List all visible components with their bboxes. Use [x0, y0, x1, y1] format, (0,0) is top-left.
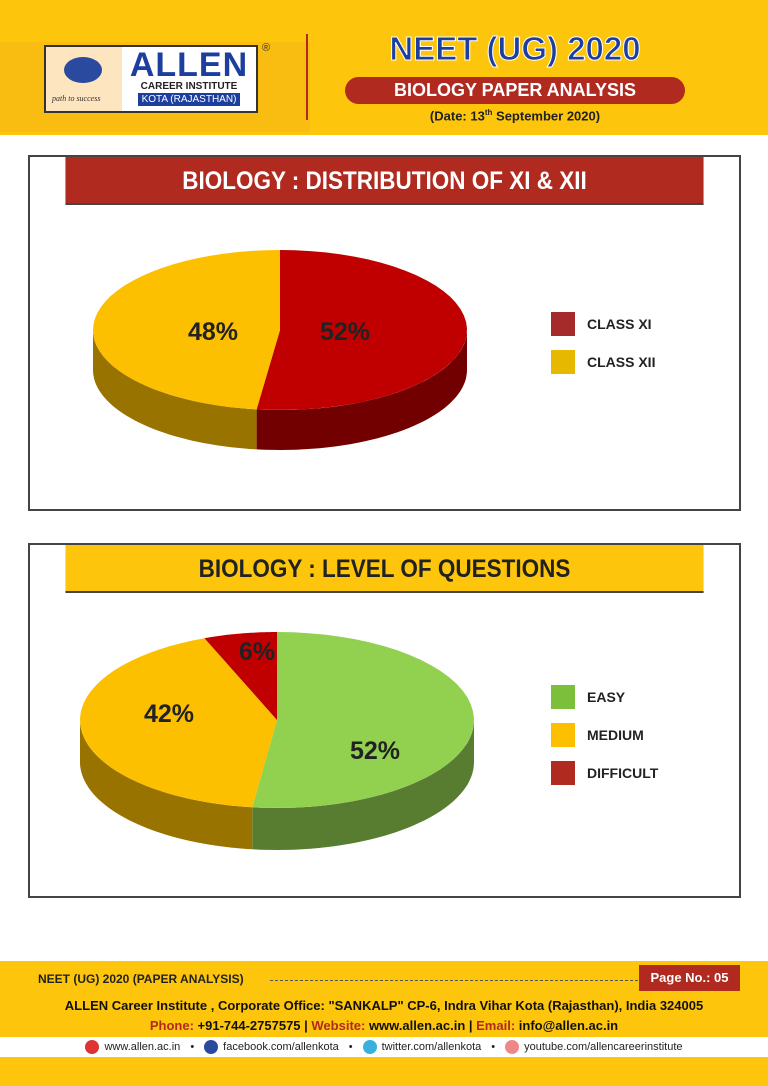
pie-slice-easy [252, 632, 474, 808]
pie-slice-difficult [204, 632, 277, 720]
social-facebook[interactable]: facebook.com/allenkota [204, 1040, 339, 1054]
pie-slice-class-xii [93, 250, 280, 410]
youtube-icon [505, 1040, 520, 1054]
graduation-cap-icon [64, 57, 102, 83]
registered-mark: ® [262, 42, 271, 54]
panel-distribution: BIOLOGY : DISTRIBUTION OF XI & XII [28, 155, 741, 511]
data-label-medium: 42% [144, 700, 195, 728]
legend-level: EASY MEDIUM DIFFICULT [551, 685, 658, 785]
legend-item-difficult: DIFFICULT [551, 761, 658, 785]
page-title: NEET (UG) 2020 [389, 30, 641, 68]
legend-item-class-xii: CLASS XII [551, 350, 655, 374]
footer-address: ALLEN Career Institute , Corporate Offic… [64, 998, 704, 1013]
data-label-difficult: 6% [239, 638, 276, 666]
social-twitter[interactable]: twitter.com/allenkota [362, 1040, 481, 1054]
globe-icon [85, 1040, 100, 1054]
page-number: Page No.: 05 [639, 965, 740, 991]
data-label-class-xi: 52% [320, 318, 371, 346]
pie-side-class-xi [256, 330, 467, 450]
pie-slice-class-xi [256, 250, 467, 410]
legend-distribution: CLASS XI CLASS XII [551, 312, 655, 374]
data-label-easy: 52% [350, 737, 401, 765]
email-link[interactable]: info@allen.ac.in [515, 1018, 619, 1033]
legend-item-easy: EASY [551, 685, 658, 709]
website-link[interactable]: www.allen.ac.in | [365, 1018, 477, 1033]
data-label-class-xii: 48% [188, 318, 239, 346]
panel-level: BIOLOGY : LEVEL OF QUESTIONS [28, 543, 741, 898]
facebook-icon [204, 1040, 219, 1054]
panel-title: BIOLOGY : LEVEL OF QUESTIONS [65, 545, 704, 593]
social-website[interactable]: www.allen.ac.in [85, 1040, 180, 1054]
pie-side-class-xii [93, 330, 257, 450]
pie-side-easy [252, 720, 474, 850]
social-youtube[interactable]: youtube.com/allencareerinstitute [505, 1040, 683, 1054]
subtitle-badge: BIOLOGY PAPER ANALYSIS [345, 77, 685, 104]
divider [306, 34, 308, 120]
exam-date: (Date: 13th September 2020) [429, 108, 601, 124]
allen-logo[interactable]: path to success ALLEN CAREER INSTITUTE K… [44, 45, 258, 113]
panel-title: BIOLOGY : DISTRIBUTION OF XI & XII [65, 157, 704, 205]
footer-doc-title: NEET (UG) 2020 (PAPER ANALYSIS) [38, 972, 244, 986]
pie-side-medium [80, 720, 253, 850]
pie-slice-medium [80, 638, 277, 808]
footer-dotted-line [270, 980, 638, 981]
legend-item-medium: MEDIUM [551, 723, 658, 747]
social-bar: www.allen.ac.in • facebook.com/allenkota… [0, 1037, 768, 1057]
twitter-icon [362, 1040, 377, 1054]
legend-item-class-xi: CLASS XI [551, 312, 655, 336]
footer-contact: Phone: +91-744-2757575 | Website: www.al… [149, 1018, 619, 1033]
